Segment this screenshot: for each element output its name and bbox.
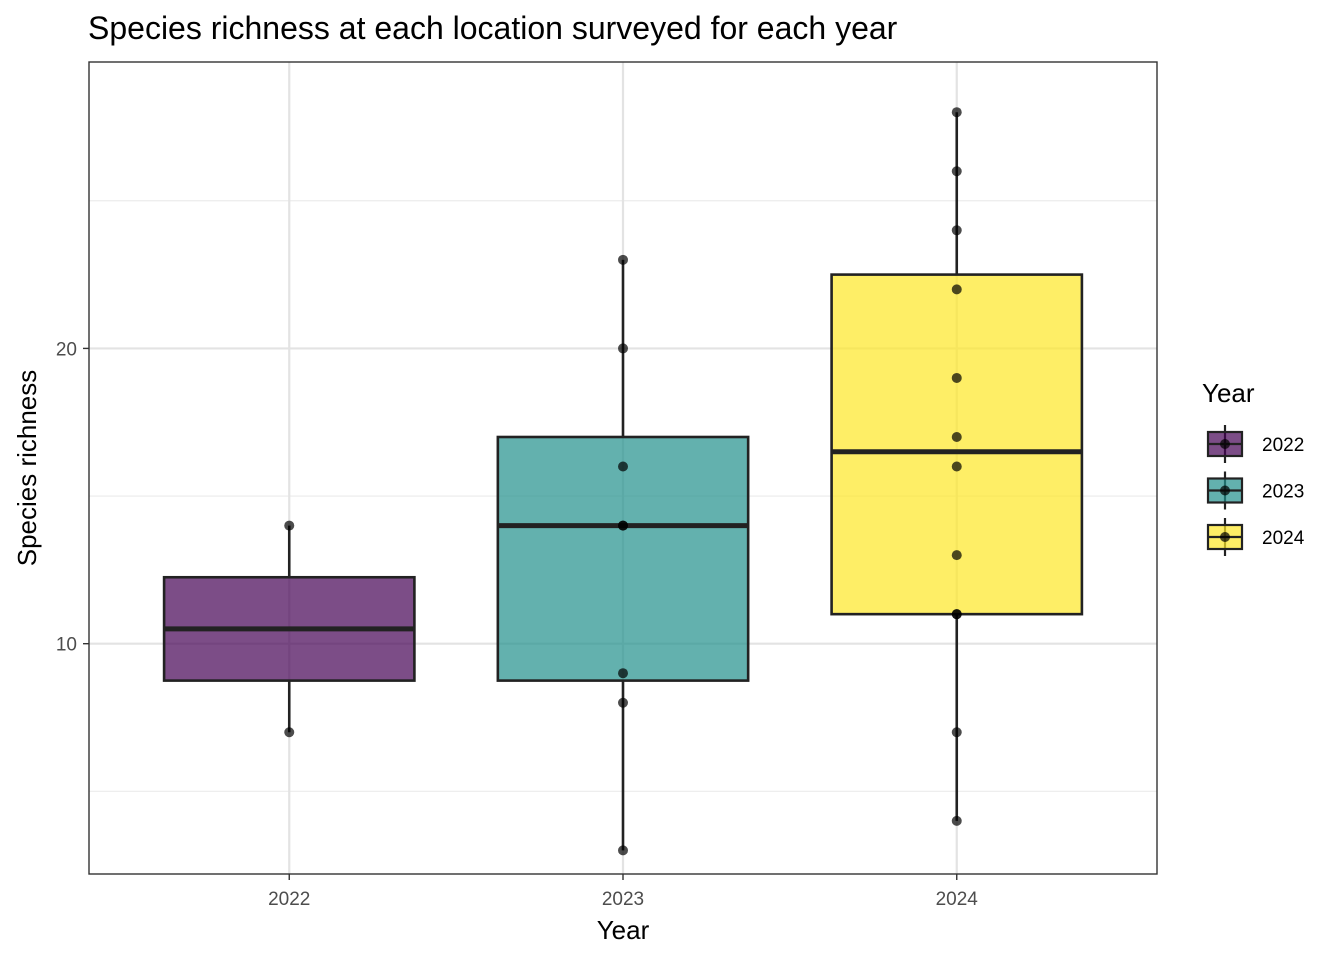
box-2023	[496, 435, 750, 682]
data-point	[951, 284, 962, 295]
data-point	[951, 550, 962, 561]
y-tick-label: 10	[56, 635, 77, 656]
legend: Year 2022 2023 2024	[1202, 378, 1305, 556]
x-tick-label: 2023	[602, 889, 644, 910]
x-axis-title: Year	[597, 915, 650, 945]
data-point	[618, 697, 628, 708]
data-point	[618, 845, 628, 856]
data-point	[618, 254, 628, 265]
chart-title: Species richness at each location survey…	[88, 10, 898, 46]
data-point	[618, 461, 628, 472]
data-point	[618, 668, 628, 679]
data-point	[951, 107, 962, 118]
data-point	[618, 520, 628, 531]
legend-key-point	[1220, 532, 1230, 542]
legend-key-point	[1220, 485, 1230, 496]
y-axis: 10 20	[56, 339, 89, 656]
data-point	[951, 225, 962, 236]
x-tick-label: 2022	[268, 889, 310, 910]
data-point	[284, 727, 295, 738]
data-point	[618, 343, 628, 354]
data-point	[951, 815, 962, 826]
legend-label-2022: 2022	[1262, 435, 1304, 456]
data-point	[951, 431, 962, 442]
box-2024	[830, 273, 1084, 616]
data-point	[951, 461, 962, 472]
x-axis: 2022 2023 2024	[268, 874, 978, 910]
legend-title: Year	[1202, 378, 1255, 408]
legend-key-point	[1220, 439, 1230, 449]
data-point	[951, 372, 962, 383]
data-point	[951, 609, 962, 620]
y-axis-title: Species richness	[12, 370, 42, 567]
y-tick-label: 20	[56, 339, 77, 360]
legend-label-2024: 2024	[1262, 528, 1305, 549]
data-points	[284, 107, 962, 856]
data-point	[951, 727, 962, 738]
data-point	[951, 166, 962, 177]
data-point	[284, 520, 295, 531]
legend-label-2023: 2023	[1262, 482, 1304, 503]
x-tick-label: 2024	[936, 889, 979, 910]
